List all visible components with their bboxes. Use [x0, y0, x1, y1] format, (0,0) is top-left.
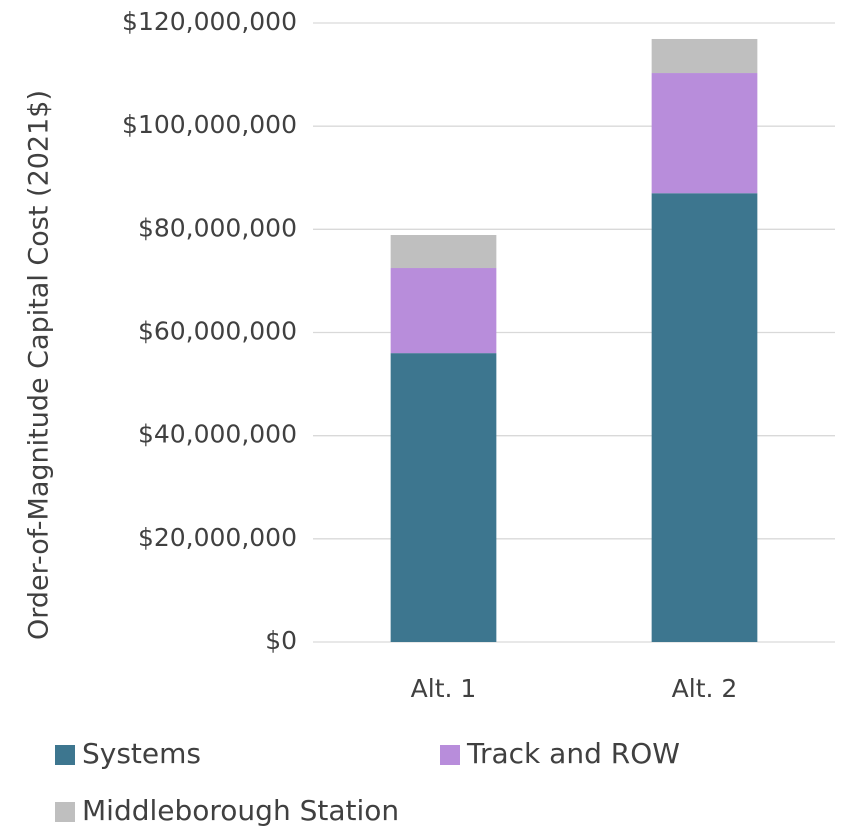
y-tick-label: $20,000,000: [138, 523, 297, 552]
legend-label: Track and ROW: [466, 737, 680, 770]
y-tick-label: $80,000,000: [138, 213, 297, 242]
bar-segment: [651, 73, 758, 194]
y-axis-label: Order-of-Magnitude Capital Cost (2021$): [24, 90, 55, 640]
y-tick-label: $40,000,000: [138, 420, 297, 449]
x-tick-label: Alt. 2: [672, 674, 738, 703]
legend-swatch: [55, 745, 75, 765]
legend-swatch: [440, 745, 460, 765]
y-tick-label: $100,000,000: [122, 110, 297, 139]
bar-segment: [651, 38, 758, 74]
x-tick-label: Alt. 1: [411, 674, 477, 703]
bar-segment: [390, 353, 497, 642]
legend-swatch: [55, 802, 75, 822]
bar-segment: [390, 235, 497, 269]
bar-segment: [390, 268, 497, 354]
legend-label: Middleborough Station: [82, 794, 399, 827]
legend-label: Systems: [82, 737, 201, 770]
bar-segment: [651, 193, 758, 642]
y-tick-label: $120,000,000: [122, 7, 297, 36]
y-tick-label: $60,000,000: [138, 317, 297, 346]
y-tick-label: $0: [265, 626, 297, 655]
